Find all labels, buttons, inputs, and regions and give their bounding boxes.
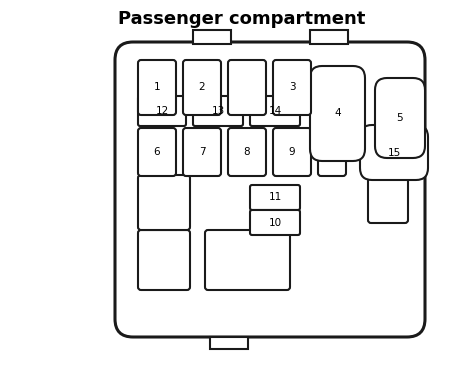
Text: Passenger compartment: Passenger compartment (118, 10, 365, 28)
Text: 8: 8 (244, 147, 250, 157)
Text: 3: 3 (289, 82, 295, 93)
FancyBboxPatch shape (138, 230, 190, 290)
Text: 1: 1 (154, 82, 160, 93)
FancyBboxPatch shape (138, 175, 190, 230)
Bar (310, 30, 348, 44)
FancyBboxPatch shape (115, 42, 425, 337)
FancyBboxPatch shape (138, 128, 176, 176)
Text: 4: 4 (334, 108, 341, 119)
Text: 7: 7 (199, 147, 205, 157)
Text: 11: 11 (268, 193, 282, 202)
Text: 15: 15 (387, 147, 401, 157)
Text: 10: 10 (268, 217, 282, 228)
FancyBboxPatch shape (310, 66, 365, 161)
Text: 13: 13 (211, 106, 225, 116)
Text: 14: 14 (268, 106, 282, 116)
FancyBboxPatch shape (183, 60, 221, 115)
Text: 6: 6 (154, 147, 160, 157)
FancyBboxPatch shape (228, 128, 266, 176)
Text: 2: 2 (199, 82, 205, 93)
FancyBboxPatch shape (193, 96, 243, 126)
FancyBboxPatch shape (273, 60, 311, 115)
FancyBboxPatch shape (228, 60, 266, 115)
Text: 9: 9 (289, 147, 295, 157)
FancyBboxPatch shape (368, 178, 408, 223)
FancyBboxPatch shape (250, 96, 300, 126)
Bar (210, 337, 248, 349)
FancyBboxPatch shape (360, 125, 428, 180)
FancyBboxPatch shape (183, 128, 221, 176)
FancyBboxPatch shape (138, 60, 176, 115)
Text: 12: 12 (155, 106, 169, 116)
FancyBboxPatch shape (250, 210, 300, 235)
FancyBboxPatch shape (250, 185, 300, 210)
FancyBboxPatch shape (273, 128, 311, 176)
FancyBboxPatch shape (138, 96, 186, 126)
FancyBboxPatch shape (375, 78, 425, 158)
FancyBboxPatch shape (318, 128, 346, 176)
FancyBboxPatch shape (205, 230, 290, 290)
Text: 5: 5 (397, 113, 403, 123)
Bar (193, 30, 231, 44)
